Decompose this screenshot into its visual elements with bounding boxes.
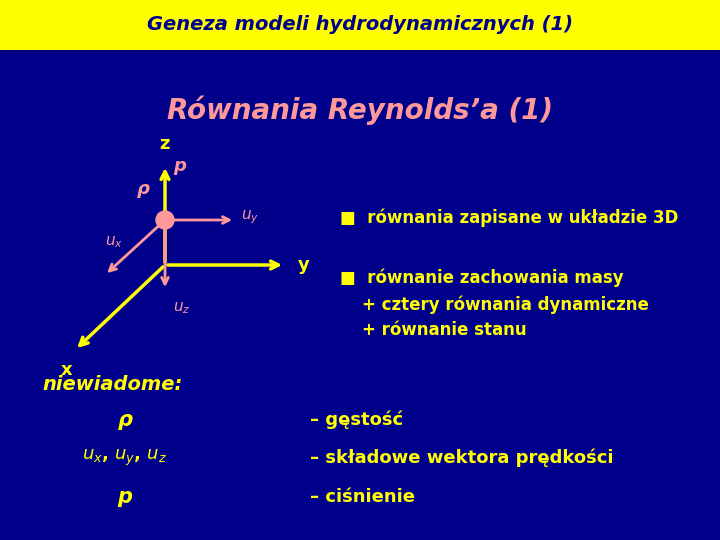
Text: y: y (298, 256, 310, 274)
Text: Równania Reynolds’a (1): Równania Reynolds’a (1) (167, 95, 553, 125)
Text: p: p (117, 487, 132, 507)
Text: + równanie stanu: + równanie stanu (362, 321, 526, 339)
Text: ■  równanie zachowania masy: ■ równanie zachowania masy (340, 269, 624, 287)
Bar (0, 0, 720, 50)
Circle shape (156, 211, 174, 229)
Bar (0, 50, 720, 53)
Text: – gęstość: – gęstość (310, 411, 403, 429)
Text: + cztery równania dynamiczne: + cztery równania dynamiczne (362, 296, 649, 314)
Text: $u_x$, $u_y$, $u_z$: $u_x$, $u_y$, $u_z$ (82, 448, 168, 468)
Text: ■  równania zapisane w układzie 3D: ■ równania zapisane w układzie 3D (340, 209, 678, 227)
Text: x: x (61, 361, 73, 379)
Text: Geneza modeli hydrodynamicznych (1): Geneza modeli hydrodynamicznych (1) (147, 15, 573, 35)
Text: $u_x$: $u_x$ (105, 234, 123, 250)
Text: ρ: ρ (137, 180, 150, 198)
Text: p: p (173, 157, 186, 175)
Text: – składowe wektora prędkości: – składowe wektora prędkości (310, 449, 613, 467)
Text: niewiadome:: niewiadome: (42, 375, 182, 395)
Text: z: z (160, 135, 170, 153)
Text: $u_y$: $u_y$ (241, 208, 259, 226)
Text: $u_z$: $u_z$ (173, 300, 190, 316)
Text: – ciśnienie: – ciśnienie (310, 488, 415, 506)
Text: ρ: ρ (117, 410, 132, 430)
